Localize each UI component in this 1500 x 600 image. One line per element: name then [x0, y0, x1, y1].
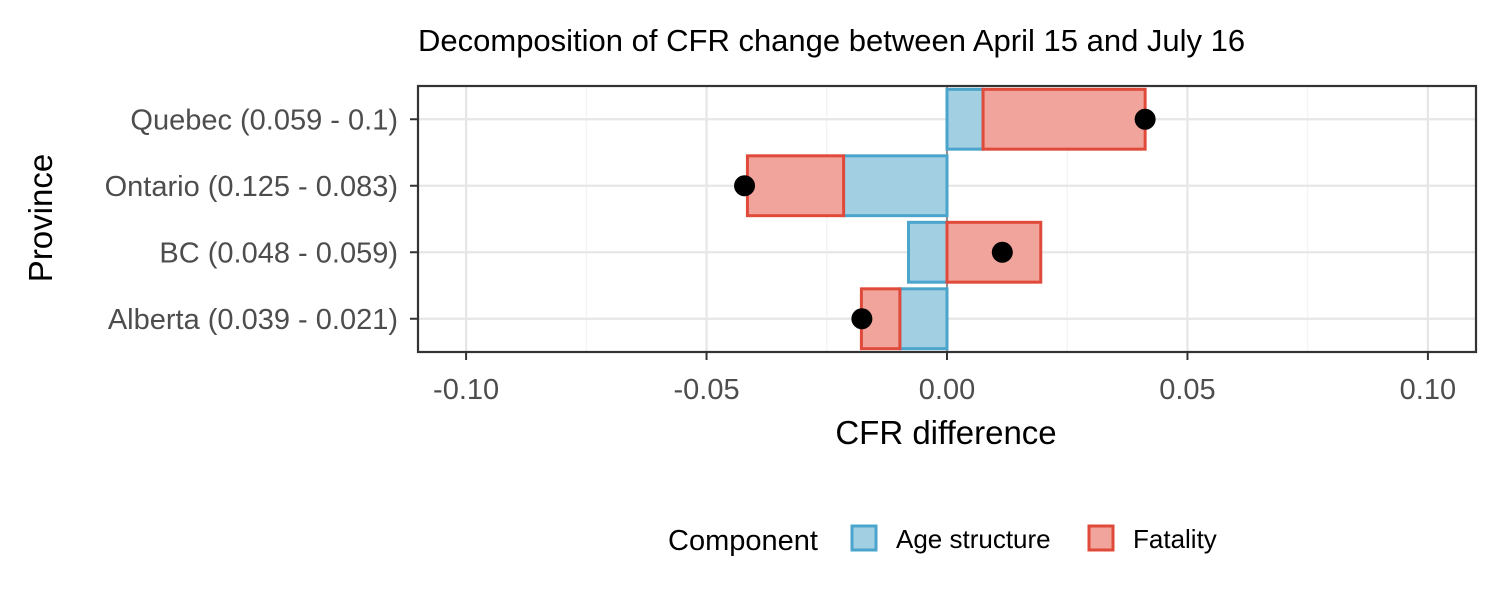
y-tick-label: BC (0.048 - 0.059) — [159, 237, 398, 269]
y-tick-label: Alberta (0.039 - 0.021) — [108, 304, 398, 336]
y-axis-label: Province — [22, 154, 59, 282]
x-tick-label: -0.05 — [673, 374, 739, 406]
legend-title: Component — [668, 525, 818, 557]
bar-fatality — [745, 154, 846, 218]
bar-age-structure — [898, 287, 949, 351]
chart-title: Decomposition of CFR change between Apri… — [418, 23, 1245, 58]
legend-label: Fatality — [1133, 524, 1217, 554]
bar-fatality — [981, 87, 1147, 151]
bar-fatality — [945, 220, 1043, 284]
x-axis-label: CFR difference — [835, 414, 1056, 451]
bar-age-structure — [842, 154, 949, 218]
legend-key-fatality — [1087, 524, 1115, 552]
legend-key-age-structure — [850, 524, 878, 552]
x-tick-label: 0.05 — [1159, 374, 1215, 406]
bar-age-structure — [945, 87, 985, 151]
plot-panel — [416, 84, 1478, 354]
x-tick-label: -0.10 — [433, 374, 499, 406]
total-point — [1134, 108, 1156, 130]
x-tick-label: 0.10 — [1400, 374, 1456, 406]
y-tick-label: Quebec (0.059 - 0.1) — [130, 104, 398, 136]
legend: Component Age structure Fatality — [668, 524, 1217, 557]
total-point — [734, 175, 756, 197]
legend-label: Age structure — [896, 524, 1051, 554]
x-tick-label: 0.00 — [919, 374, 975, 406]
x-axis-ticks: -0.10 -0.05 0.00 0.05 0.10 — [433, 352, 1456, 406]
y-tick-label: Ontario (0.125 - 0.083) — [105, 171, 398, 203]
total-point — [991, 241, 1013, 263]
y-axis-ticks: Quebec (0.059 - 0.1) Ontario (0.125 - 0.0… — [105, 104, 418, 336]
bar-age-structure — [907, 220, 949, 284]
total-point — [851, 308, 873, 330]
